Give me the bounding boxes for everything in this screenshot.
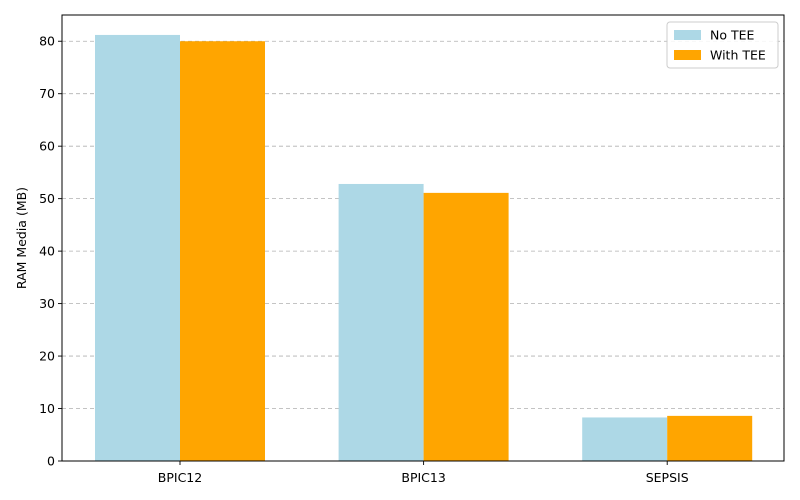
y-tick-label: 50 <box>39 191 55 206</box>
y-tick-label: 30 <box>39 296 55 311</box>
legend: No TEE With TEE <box>666 21 779 69</box>
x-axis: BPIC12 BPIC13 SEPSIS <box>158 461 689 485</box>
x-tick-label-bpic12: BPIC12 <box>158 470 202 485</box>
y-tick-label: 60 <box>39 139 55 154</box>
legend-swatch-with-tee <box>674 50 701 60</box>
plot-frame <box>61 14 785 462</box>
y-tick-label: 10 <box>39 401 55 416</box>
bar-with-tee-sepsis <box>667 415 753 461</box>
bar-with-tee-bpic13 <box>423 192 509 461</box>
bar-no-tee-sepsis <box>582 417 668 461</box>
y-tick-label: 0 <box>47 454 55 469</box>
bar-with-tee-bpic12 <box>180 41 265 462</box>
x-tick-label-bpic13: BPIC13 <box>401 470 445 485</box>
bar-no-tee-bpic13 <box>338 183 424 461</box>
y-axis-title: RAM Media (MB) <box>14 187 29 289</box>
x-tick-label-sepsis: SEPSIS <box>646 470 689 485</box>
y-tick-label: 80 <box>39 34 55 49</box>
y-tick-label: 40 <box>39 244 55 259</box>
legend-label-with-tee: With TEE <box>710 48 766 63</box>
legend-swatch-no-tee <box>674 30 701 40</box>
bar-no-tee-bpic12 <box>95 34 180 462</box>
legend-label-no-tee: No TEE <box>710 28 755 43</box>
y-tick-label: 70 <box>39 86 55 101</box>
y-axis: 0 10 20 30 40 50 60 70 80 <box>39 34 62 469</box>
y-tick-label: 20 <box>39 349 55 364</box>
bars-layer <box>95 34 753 462</box>
